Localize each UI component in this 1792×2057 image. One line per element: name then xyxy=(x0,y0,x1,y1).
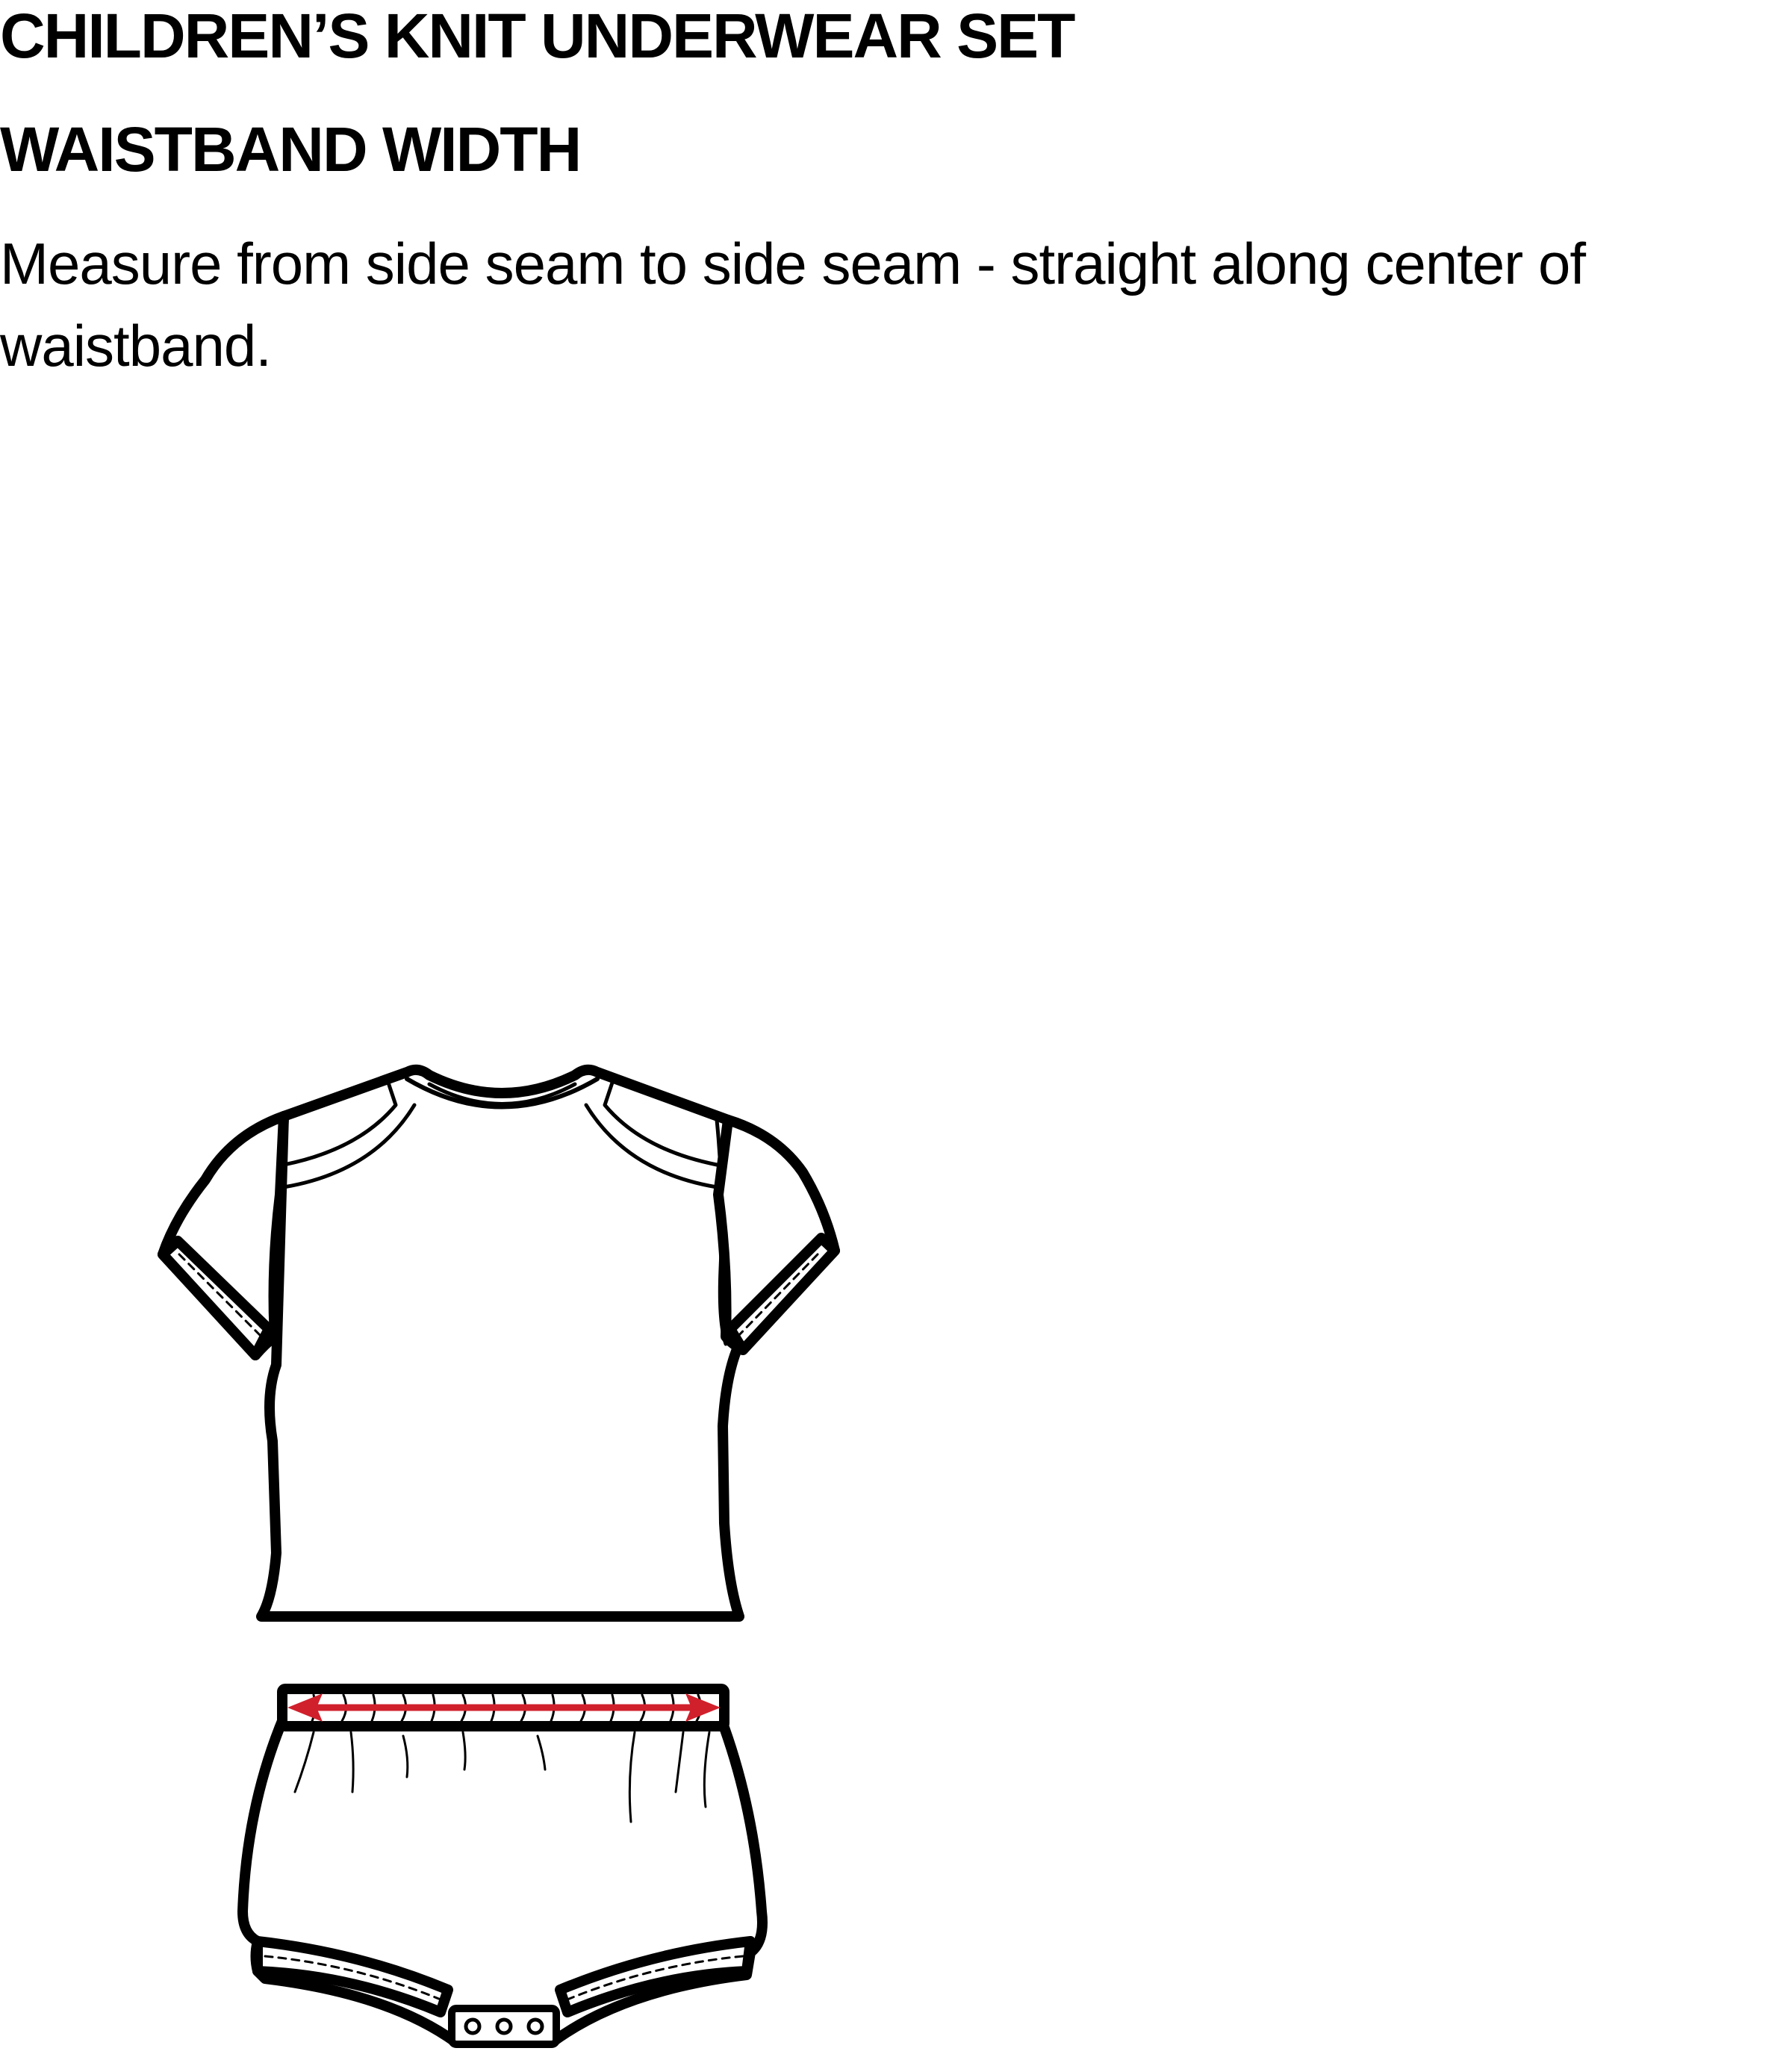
arrow-head-right xyxy=(685,1693,721,1722)
neckline-band xyxy=(427,1082,577,1106)
arrow-head-left xyxy=(287,1693,323,1722)
neckline-inner xyxy=(405,1077,600,1110)
t-shirt-body-outline xyxy=(256,1064,744,1622)
measurement-instruction: Measure from side seam to side seam - st… xyxy=(0,231,1586,379)
left-sleeve-cuff xyxy=(158,1236,274,1360)
left-shoulder-lap-inner xyxy=(281,1103,417,1189)
right-leg-band xyxy=(555,1936,756,2017)
left-armhole-seam xyxy=(273,1114,286,1346)
t-shirt-drawing xyxy=(158,1064,840,1622)
page-title: CHILDREN’S KNIT UNDERWEAR SET xyxy=(0,1,1075,71)
right-sleeve-cuff xyxy=(725,1233,840,1355)
left-leg-band xyxy=(252,1936,453,2017)
right-cuff-stitching xyxy=(736,1253,819,1338)
snap-button-1 xyxy=(464,2017,482,2035)
snap-button-2 xyxy=(495,2017,513,2035)
right-leg-stitching xyxy=(562,1955,744,2002)
left-shoulder-lap-outer xyxy=(281,1080,398,1167)
bloomer-body-outline xyxy=(237,1712,768,2047)
waistband-width-arrow xyxy=(287,1693,721,1722)
body-gather-lines xyxy=(293,1731,711,1823)
right-armhole-seam xyxy=(715,1118,728,1346)
right-shoulder-lap-outer xyxy=(603,1080,719,1167)
right-shoulder-lap-inner xyxy=(584,1103,719,1189)
measurement-name: WAISTBAND WIDTH xyxy=(0,114,582,184)
bloomer-drawing xyxy=(237,1684,768,2048)
left-leg-stitching xyxy=(264,1955,446,2002)
left-cuff-stitching xyxy=(178,1253,263,1338)
snap-button-3 xyxy=(526,2017,544,2035)
